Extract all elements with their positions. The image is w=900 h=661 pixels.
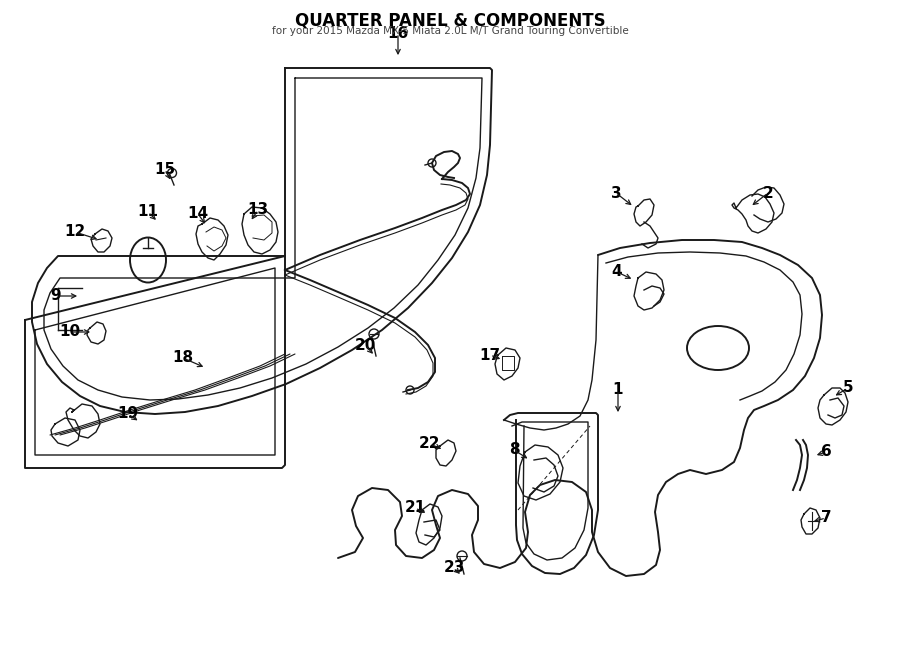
Text: 19: 19: [117, 407, 139, 422]
Text: 1: 1: [613, 383, 623, 397]
Text: 7: 7: [821, 510, 832, 525]
Text: 12: 12: [65, 225, 86, 239]
Text: 22: 22: [419, 436, 441, 451]
Text: 23: 23: [444, 561, 464, 576]
Text: 11: 11: [138, 204, 158, 219]
Text: 21: 21: [404, 500, 426, 516]
Text: 3: 3: [611, 186, 621, 200]
Text: QUARTER PANEL & COMPONENTS: QUARTER PANEL & COMPONENTS: [294, 12, 606, 30]
Text: 17: 17: [480, 348, 500, 362]
Text: 6: 6: [821, 444, 832, 459]
Text: 2: 2: [762, 186, 773, 200]
Text: for your 2015 Mazda MX-5 Miata 2.0L M/T Grand Touring Convertible: for your 2015 Mazda MX-5 Miata 2.0L M/T …: [272, 26, 628, 36]
Text: 4: 4: [612, 264, 622, 280]
Text: 20: 20: [355, 338, 375, 352]
Text: 15: 15: [155, 163, 176, 178]
Text: 9: 9: [50, 288, 61, 303]
Text: 5: 5: [842, 381, 853, 395]
Text: 16: 16: [387, 26, 409, 40]
Text: 14: 14: [187, 206, 209, 221]
Text: 8: 8: [508, 442, 519, 457]
Text: 10: 10: [59, 325, 81, 340]
Text: 18: 18: [173, 350, 194, 366]
Text: 13: 13: [248, 202, 268, 217]
